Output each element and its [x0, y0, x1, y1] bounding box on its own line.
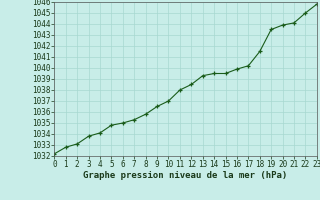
- X-axis label: Graphe pression niveau de la mer (hPa): Graphe pression niveau de la mer (hPa): [84, 171, 288, 180]
